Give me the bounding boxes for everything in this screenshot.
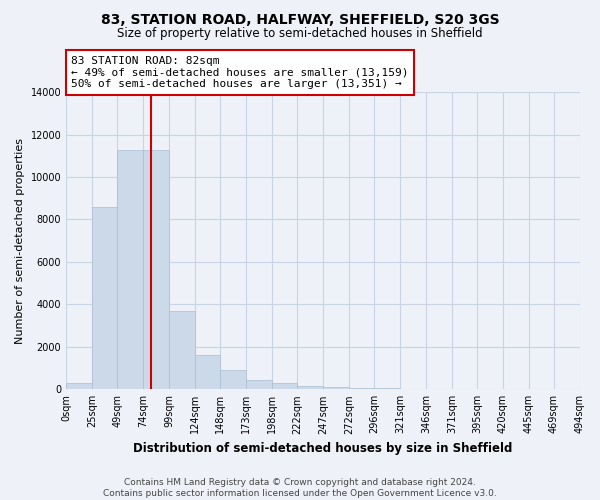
Text: Contains HM Land Registry data © Crown copyright and database right 2024.
Contai: Contains HM Land Registry data © Crown c… <box>103 478 497 498</box>
Bar <box>246 380 272 390</box>
Text: 83 STATION ROAD: 82sqm
← 49% of semi-detached houses are smaller (13,159)
50% of: 83 STATION ROAD: 82sqm ← 49% of semi-det… <box>71 56 409 89</box>
Y-axis label: Number of semi-detached properties: Number of semi-detached properties <box>15 138 25 344</box>
Bar <box>323 387 349 390</box>
Bar <box>92 206 117 390</box>
Bar <box>374 388 400 390</box>
Bar <box>220 370 246 390</box>
Bar <box>66 382 92 390</box>
Text: Size of property relative to semi-detached houses in Sheffield: Size of property relative to semi-detach… <box>117 28 483 40</box>
Bar <box>349 388 374 390</box>
Text: 83, STATION ROAD, HALFWAY, SHEFFIELD, S20 3GS: 83, STATION ROAD, HALFWAY, SHEFFIELD, S2… <box>101 12 499 26</box>
Bar <box>272 383 297 390</box>
Bar <box>143 150 169 390</box>
Bar <box>117 150 143 390</box>
Bar <box>195 356 220 390</box>
X-axis label: Distribution of semi-detached houses by size in Sheffield: Distribution of semi-detached houses by … <box>133 442 513 455</box>
Bar <box>169 310 195 390</box>
Bar <box>297 386 323 390</box>
